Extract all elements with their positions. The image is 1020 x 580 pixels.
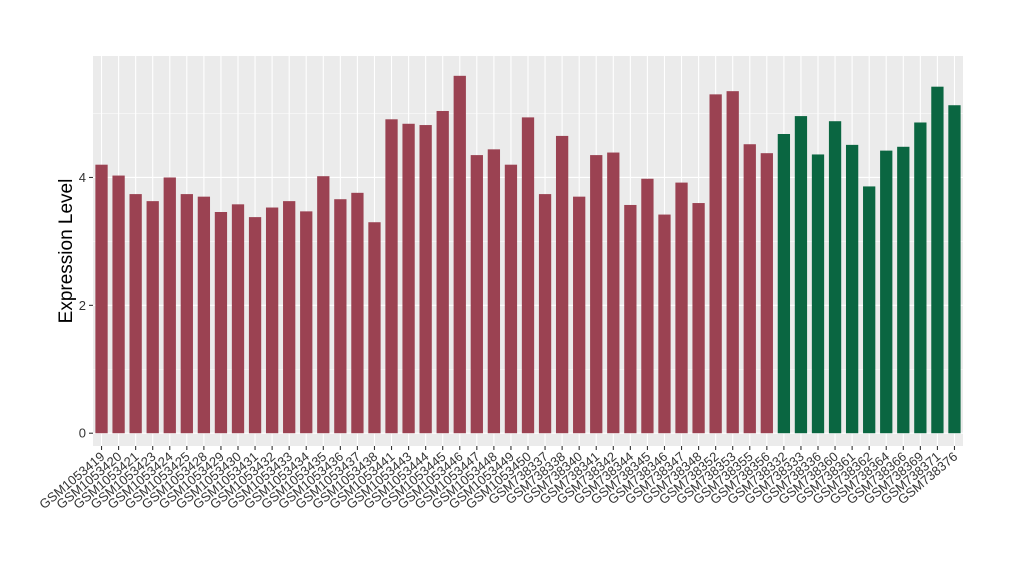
bar-GSM1053430	[231, 204, 245, 434]
bar-GSM738338	[555, 135, 569, 434]
bar-GSM1053438	[368, 222, 381, 434]
bar-GSM738348	[692, 203, 705, 434]
y-axis-ticks: 0 2 4	[79, 170, 93, 441]
bar-GSM1053423	[146, 201, 159, 434]
bar-GSM1053444	[419, 125, 432, 434]
bar-GSM738352	[709, 94, 722, 434]
bar-GSM1053420	[112, 175, 125, 434]
bar-GSM1053443	[402, 123, 415, 434]
bar-GSM738360	[828, 121, 842, 434]
bar-GSM738337	[538, 194, 552, 434]
bar-GSM738346	[658, 214, 671, 434]
bar-GSM738344	[624, 204, 637, 434]
bar-GSM1053431	[248, 217, 262, 434]
y-tick-label: 0	[79, 426, 86, 441]
bar-GSM1053435	[317, 176, 330, 434]
bar-GSM1053424	[163, 177, 176, 434]
bar-GSM738371	[931, 86, 944, 434]
bar-GSM1053447	[470, 155, 483, 434]
bar-GSM738369	[914, 122, 927, 434]
bar-GSM738342	[607, 152, 620, 434]
bar-GSM738361	[845, 144, 859, 434]
bar-GSM738332	[777, 134, 791, 434]
y-tick-label: 2	[79, 298, 86, 313]
bar-GSM1053425	[180, 194, 193, 434]
bar-GSM1053432	[265, 207, 279, 434]
bar-GSM738364	[880, 150, 893, 434]
bar-GSM738347	[675, 182, 688, 434]
bar-GSM738341	[590, 155, 603, 434]
bar-GSM738336	[811, 154, 825, 434]
x-axis-ticks: GSM1053419GSM1053420GSM1053421GSM1053423…	[36, 446, 960, 512]
y-axis-title: Expression Level	[56, 179, 77, 324]
bar-GSM1053434	[300, 211, 313, 434]
bar-GSM1053433	[283, 201, 296, 434]
bar-GSM1053436	[334, 199, 347, 434]
bar-GSM1053448	[487, 149, 501, 434]
bar-GSM1053446	[453, 75, 466, 434]
bar-GSM1053450	[521, 117, 535, 434]
bar-GSM1053421	[129, 194, 142, 434]
bar-GSM738345	[641, 178, 654, 434]
bar-GSM738355	[743, 144, 756, 434]
bar-GSM1053437	[351, 192, 364, 434]
bar-GSM1053449	[504, 164, 518, 434]
y-tick-label: 4	[79, 170, 86, 185]
bar-GSM1053445	[436, 110, 449, 434]
bar-GSM738333	[794, 116, 808, 434]
bars	[95, 75, 961, 434]
bar-GSM738366	[897, 146, 910, 434]
bar-GSM1053419	[95, 164, 108, 434]
bar-GSM738376	[948, 105, 961, 434]
bar-GSM1053428	[197, 196, 211, 434]
bar-GSM738340	[573, 196, 586, 434]
bar-GSM738362	[863, 186, 876, 434]
bar-GSM1053429	[214, 212, 228, 434]
bar-GSM738353	[726, 91, 739, 434]
bar-GSM1053441	[385, 119, 398, 434]
bar-GSM738356	[760, 153, 773, 434]
